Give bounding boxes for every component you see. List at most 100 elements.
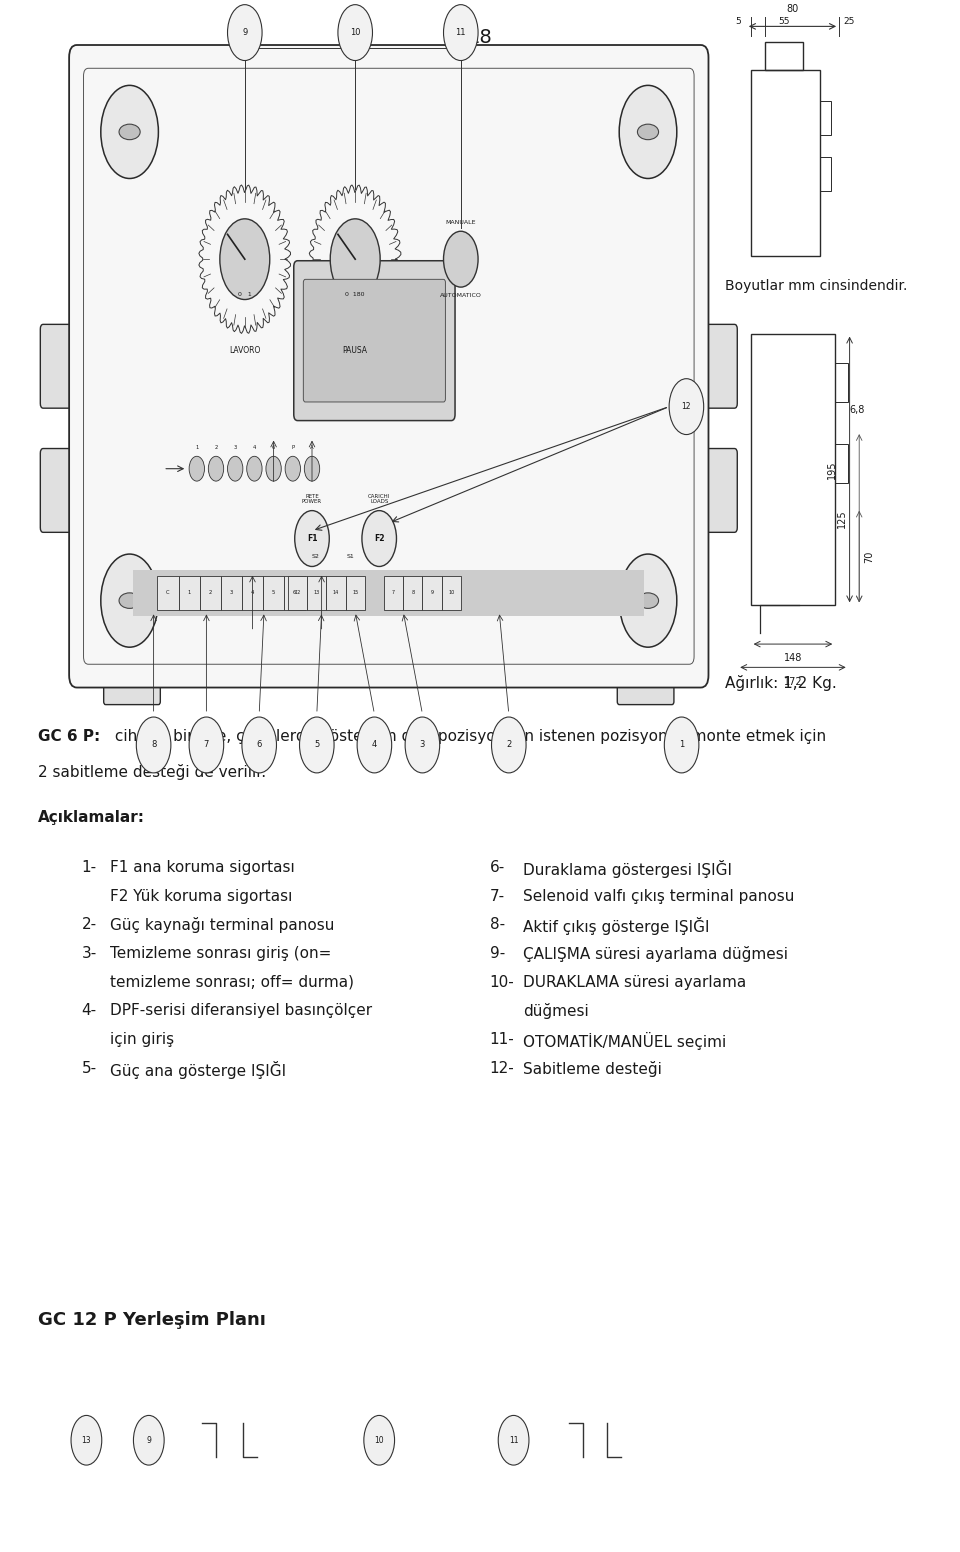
Text: S2: S2: [312, 554, 320, 559]
Text: 10-: 10-: [490, 975, 515, 990]
Text: Boyutlar mm cinsindendir.: Boyutlar mm cinsindendir.: [725, 279, 907, 293]
FancyBboxPatch shape: [133, 570, 644, 616]
Text: 18: 18: [468, 28, 492, 47]
Ellipse shape: [637, 124, 659, 140]
Text: 10: 10: [350, 28, 360, 37]
Text: 4: 4: [252, 445, 256, 450]
Bar: [820, 157, 831, 191]
Text: 148: 148: [783, 653, 803, 663]
Text: 12: 12: [682, 402, 691, 411]
Text: 11-: 11-: [490, 1032, 515, 1048]
Text: Sabitleme desteği: Sabitleme desteği: [523, 1062, 662, 1077]
FancyBboxPatch shape: [69, 45, 708, 688]
Circle shape: [362, 511, 396, 566]
Text: 4: 4: [372, 740, 377, 750]
Circle shape: [208, 456, 224, 481]
Circle shape: [266, 456, 281, 481]
Circle shape: [189, 717, 224, 773]
Circle shape: [101, 85, 158, 178]
Text: 8-: 8-: [490, 917, 505, 933]
Circle shape: [101, 554, 158, 647]
Circle shape: [133, 1415, 164, 1465]
Text: temizleme sonrası; off= durma): temizleme sonrası; off= durma): [110, 975, 354, 990]
FancyBboxPatch shape: [442, 576, 461, 610]
Text: 7: 7: [392, 590, 396, 596]
Text: GC 6 P:: GC 6 P:: [38, 729, 101, 745]
Text: cihazla birlikte, çizimlerde gösterilen dört pozisyondan istenen pozisyonda mont: cihazla birlikte, çizimlerde gösterilen …: [110, 729, 827, 745]
Text: Selenoid valfı çıkış terminal panosu: Selenoid valfı çıkış terminal panosu: [523, 888, 795, 903]
Text: F2 Yük koruma sigortası: F2 Yük koruma sigortası: [110, 888, 293, 903]
Text: 12-: 12-: [490, 1062, 515, 1076]
Text: 1: 1: [187, 590, 191, 596]
Text: 5-: 5-: [82, 1062, 97, 1076]
Circle shape: [444, 5, 478, 61]
Circle shape: [189, 456, 204, 481]
Text: düğmesi: düğmesi: [523, 1004, 588, 1020]
Text: 6: 6: [272, 445, 276, 450]
Text: 9: 9: [146, 1436, 152, 1445]
Text: C: C: [166, 590, 170, 596]
FancyBboxPatch shape: [284, 576, 305, 610]
Text: PAUSA: PAUSA: [343, 346, 368, 355]
FancyBboxPatch shape: [40, 324, 89, 408]
FancyBboxPatch shape: [422, 576, 442, 610]
Bar: [751, 334, 835, 605]
FancyBboxPatch shape: [288, 576, 307, 610]
Circle shape: [357, 717, 392, 773]
Text: 12: 12: [295, 590, 300, 596]
Text: 3: 3: [229, 590, 233, 596]
Text: S1: S1: [347, 554, 354, 559]
FancyBboxPatch shape: [263, 576, 284, 610]
Circle shape: [71, 1415, 102, 1465]
Text: 5: 5: [272, 590, 276, 596]
Text: 2 sabitleme desteği de verilir.: 2 sabitleme desteği de verilir.: [38, 764, 267, 779]
Text: CARICHI
LOADS: CARICHI LOADS: [368, 494, 391, 504]
Text: 14: 14: [333, 590, 339, 596]
Text: 3-: 3-: [82, 947, 97, 961]
Circle shape: [364, 1415, 395, 1465]
Text: 2-: 2-: [82, 917, 97, 933]
Text: 3: 3: [233, 445, 237, 450]
Text: Açıklamalar:: Açıklamalar:: [38, 810, 145, 826]
FancyBboxPatch shape: [157, 576, 179, 610]
Text: 6: 6: [293, 590, 297, 596]
Text: 125: 125: [837, 509, 847, 528]
Text: 7-: 7-: [490, 888, 505, 903]
FancyBboxPatch shape: [326, 576, 346, 610]
Text: 6,8: 6,8: [850, 405, 865, 414]
FancyBboxPatch shape: [303, 279, 445, 402]
Text: OTOMATİK/MANÜEL seçimi: OTOMATİK/MANÜEL seçimi: [523, 1032, 727, 1051]
Circle shape: [136, 717, 171, 773]
Text: 80: 80: [786, 5, 799, 14]
Text: için giriş: için giriş: [110, 1032, 175, 1048]
Text: 9: 9: [430, 590, 434, 596]
FancyBboxPatch shape: [242, 576, 263, 610]
Text: 11: 11: [509, 1436, 518, 1445]
Text: 15: 15: [352, 590, 358, 596]
Circle shape: [444, 231, 478, 287]
Circle shape: [304, 456, 320, 481]
Text: 13: 13: [82, 1436, 91, 1445]
Text: 13: 13: [314, 590, 320, 596]
FancyBboxPatch shape: [221, 576, 242, 610]
Text: 4: 4: [251, 590, 254, 596]
FancyBboxPatch shape: [403, 576, 422, 610]
Circle shape: [669, 379, 704, 435]
Text: 11: 11: [456, 28, 466, 37]
Circle shape: [338, 5, 372, 61]
Text: F2: F2: [374, 534, 384, 543]
Text: 0   1: 0 1: [238, 292, 252, 296]
Text: P: P: [291, 445, 295, 450]
Ellipse shape: [119, 593, 140, 608]
FancyBboxPatch shape: [179, 576, 200, 610]
Text: 9-: 9-: [490, 947, 505, 961]
Text: A: A: [310, 445, 314, 450]
FancyBboxPatch shape: [294, 261, 455, 421]
Circle shape: [228, 5, 262, 61]
FancyBboxPatch shape: [617, 664, 674, 705]
Bar: [751, 70, 820, 256]
Ellipse shape: [637, 593, 659, 608]
Ellipse shape: [119, 124, 140, 140]
Bar: [764, 42, 803, 70]
Circle shape: [285, 456, 300, 481]
